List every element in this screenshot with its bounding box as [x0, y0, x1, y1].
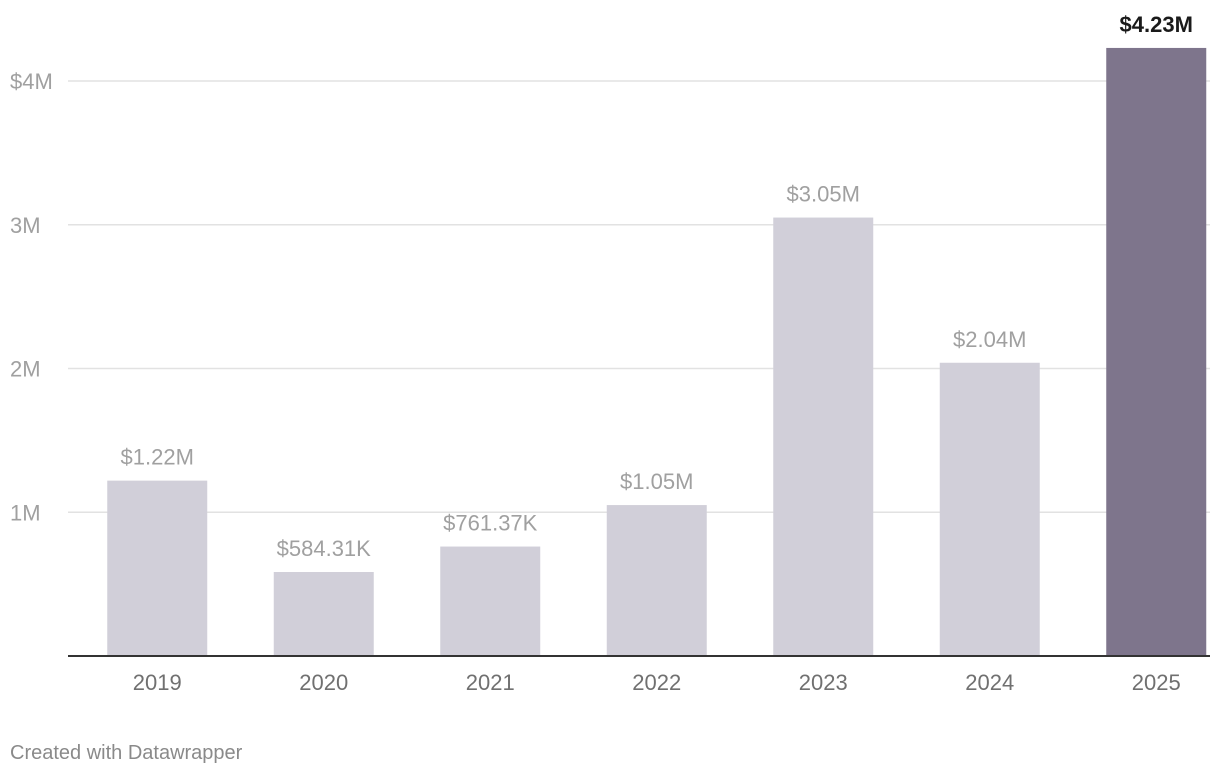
data-label-2019: $1.22M — [121, 445, 194, 470]
data-label-2021: $761.37K — [443, 511, 538, 536]
x-tick-label-2024: 2024 — [965, 670, 1014, 695]
y-tick-label: 2M — [10, 357, 41, 382]
bar-2023 — [773, 217, 874, 656]
data-label-2023: $3.05M — [787, 182, 860, 207]
bar-2020 — [273, 572, 374, 656]
bar-2021 — [440, 546, 541, 656]
bar-2024 — [939, 362, 1040, 656]
data-label-2022: $1.05M — [620, 469, 693, 494]
gridlines: 1M 2M 3M $4M — [10, 69, 1210, 525]
bar-2025 — [1106, 47, 1207, 656]
x-tick-label-2020: 2020 — [299, 670, 348, 695]
y-tick-label: $4M — [10, 69, 53, 94]
y-tick-label: 1M — [10, 500, 41, 525]
x-tick-label-2025: 2025 — [1132, 670, 1181, 695]
data-labels: $1.22M $584.31K $761.37K $1.05M $3.05M $2.04M… — [121, 12, 1193, 561]
x-tick-label-2023: 2023 — [799, 670, 848, 695]
footer-credit: Created with Datawrapper — [10, 742, 243, 764]
data-label-2025: $4.23M — [1120, 12, 1193, 37]
x-axis-ticks: 2019 2020 2021 2022 2023 2024 2025 — [133, 670, 1181, 695]
bar-2022 — [606, 505, 707, 656]
x-tick-label-2019: 2019 — [133, 670, 182, 695]
x-tick-label-2021: 2021 — [466, 670, 515, 695]
bar-2019 — [107, 480, 208, 656]
data-label-2020: $584.31K — [277, 536, 372, 561]
x-tick-label-2022: 2022 — [632, 670, 681, 695]
data-label-2024: $2.04M — [953, 327, 1026, 352]
y-tick-label: 3M — [10, 213, 41, 238]
bars — [107, 47, 1207, 656]
